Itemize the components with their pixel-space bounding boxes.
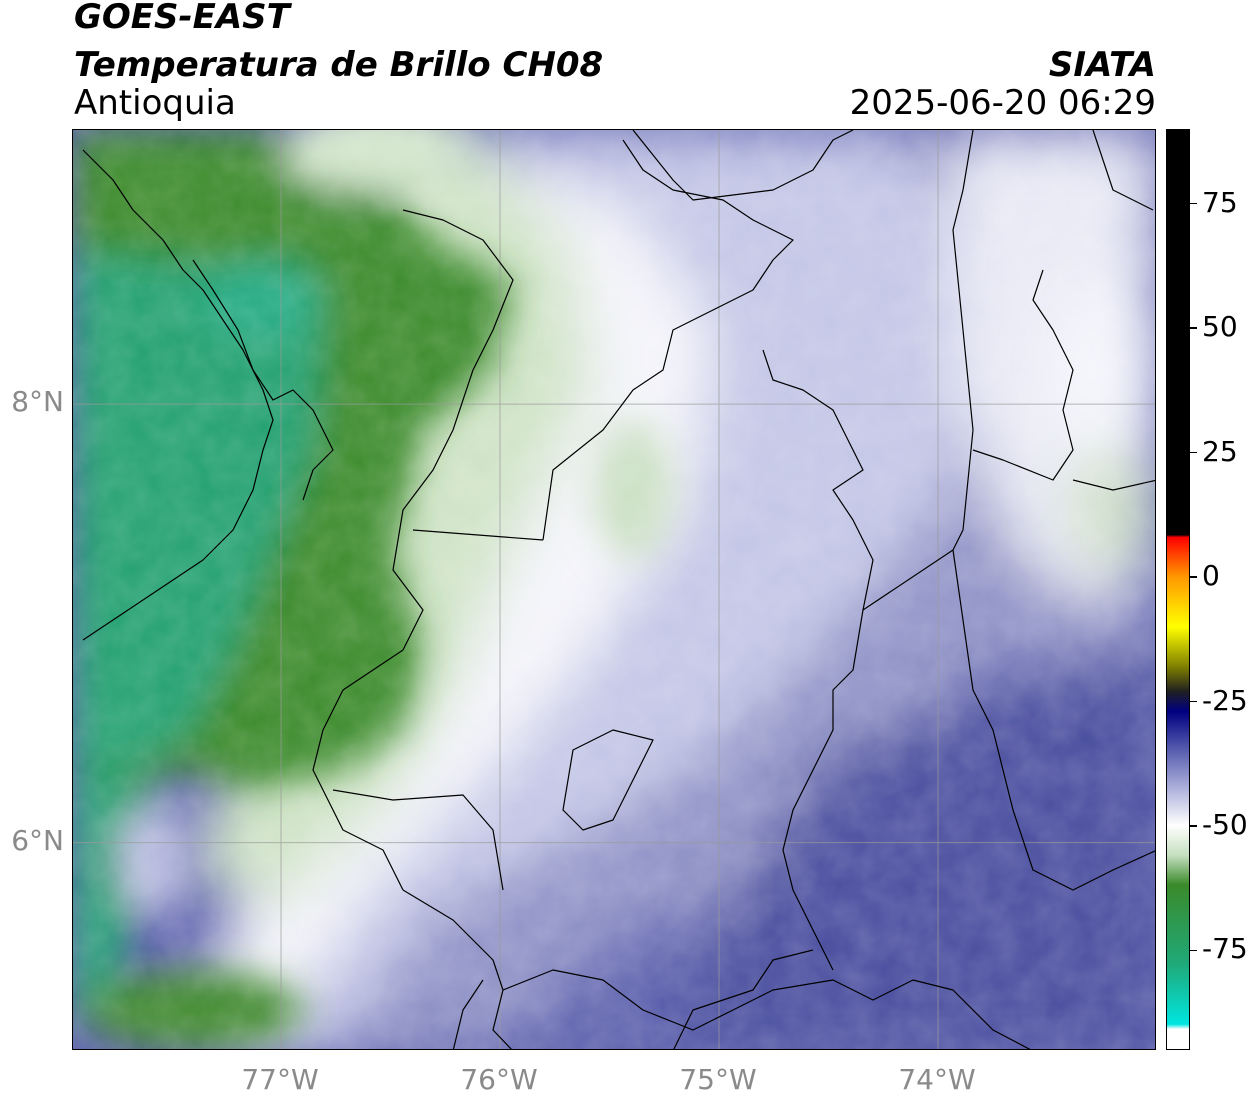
southwest-border-a [452, 979, 484, 1049]
colorbar-tick-minus75 [1190, 949, 1197, 952]
timestamp-label: 2025-06-20 06:29 [849, 83, 1156, 123]
colorbar-label-50: 50 [1202, 310, 1238, 344]
northeast-border [1072, 479, 1155, 491]
choco-south-border [402, 889, 512, 1049]
colorbar-tick-25 [1190, 451, 1197, 454]
admin-borders [82, 130, 1155, 1049]
cordoba-border [542, 139, 794, 541]
lon-tick-label-76w: 76°W [460, 1063, 538, 1096]
colorbar-tick-50 [1190, 327, 1197, 329]
western-department-border [312, 209, 514, 891]
lat-tick-label-8n: 8°N [11, 385, 64, 419]
colorbar [1166, 129, 1190, 1050]
antioquia-south-border [502, 969, 1031, 1049]
colorbar-tick-minus25 [1190, 700, 1197, 703]
colorbar-label-minus50: -50 [1202, 807, 1248, 841]
colorbar-label-75: 75 [1202, 185, 1238, 219]
brightness-temperature-map [73, 130, 1155, 1049]
cesar-border [972, 269, 1074, 481]
bolivar-border [632, 130, 854, 201]
texture-overlay [73, 130, 1155, 1049]
colorbar-label-minus75: -75 [1202, 932, 1248, 966]
northeast-corner-border [1092, 130, 1154, 211]
colorbar-label-25: 25 [1202, 434, 1238, 468]
colorbar-tick-75 [1190, 202, 1197, 205]
colorbar-label-0: 0 [1202, 559, 1220, 593]
lon-tick-label-75w: 75°W [679, 1063, 757, 1096]
colorbar-tick-0 [1190, 576, 1197, 578]
lon-tick-label-77w: 77°W [241, 1063, 319, 1096]
graticule [73, 130, 1155, 1049]
magdalena-river-border [862, 130, 974, 611]
colorbar-label-minus25: -25 [1202, 683, 1248, 717]
antioquia-north-border [412, 529, 544, 541]
lat-tick-label-6n: 6°N [11, 823, 64, 857]
satellite-title: GOES-EAST [74, 0, 290, 37]
map-panel [72, 129, 1156, 1050]
bolivar-inner-border [762, 349, 874, 611]
antioquia-west-border [332, 789, 504, 891]
medellin-metro-border [562, 729, 654, 831]
southwest-border-b [673, 949, 814, 1049]
region-title: Antioquia [74, 83, 236, 123]
lon-tick-label-74w: 74°W [898, 1063, 976, 1096]
santander-border [952, 549, 1155, 891]
product-title: Temperatura de Brillo CH08 [74, 45, 604, 85]
coastline-uraba [82, 149, 274, 641]
antioquia-east-border [782, 609, 864, 971]
colorbar-tick-minus50 [1190, 825, 1197, 827]
organization-label: SIATA [1048, 45, 1156, 85]
gulf-inner-coast [192, 259, 334, 501]
